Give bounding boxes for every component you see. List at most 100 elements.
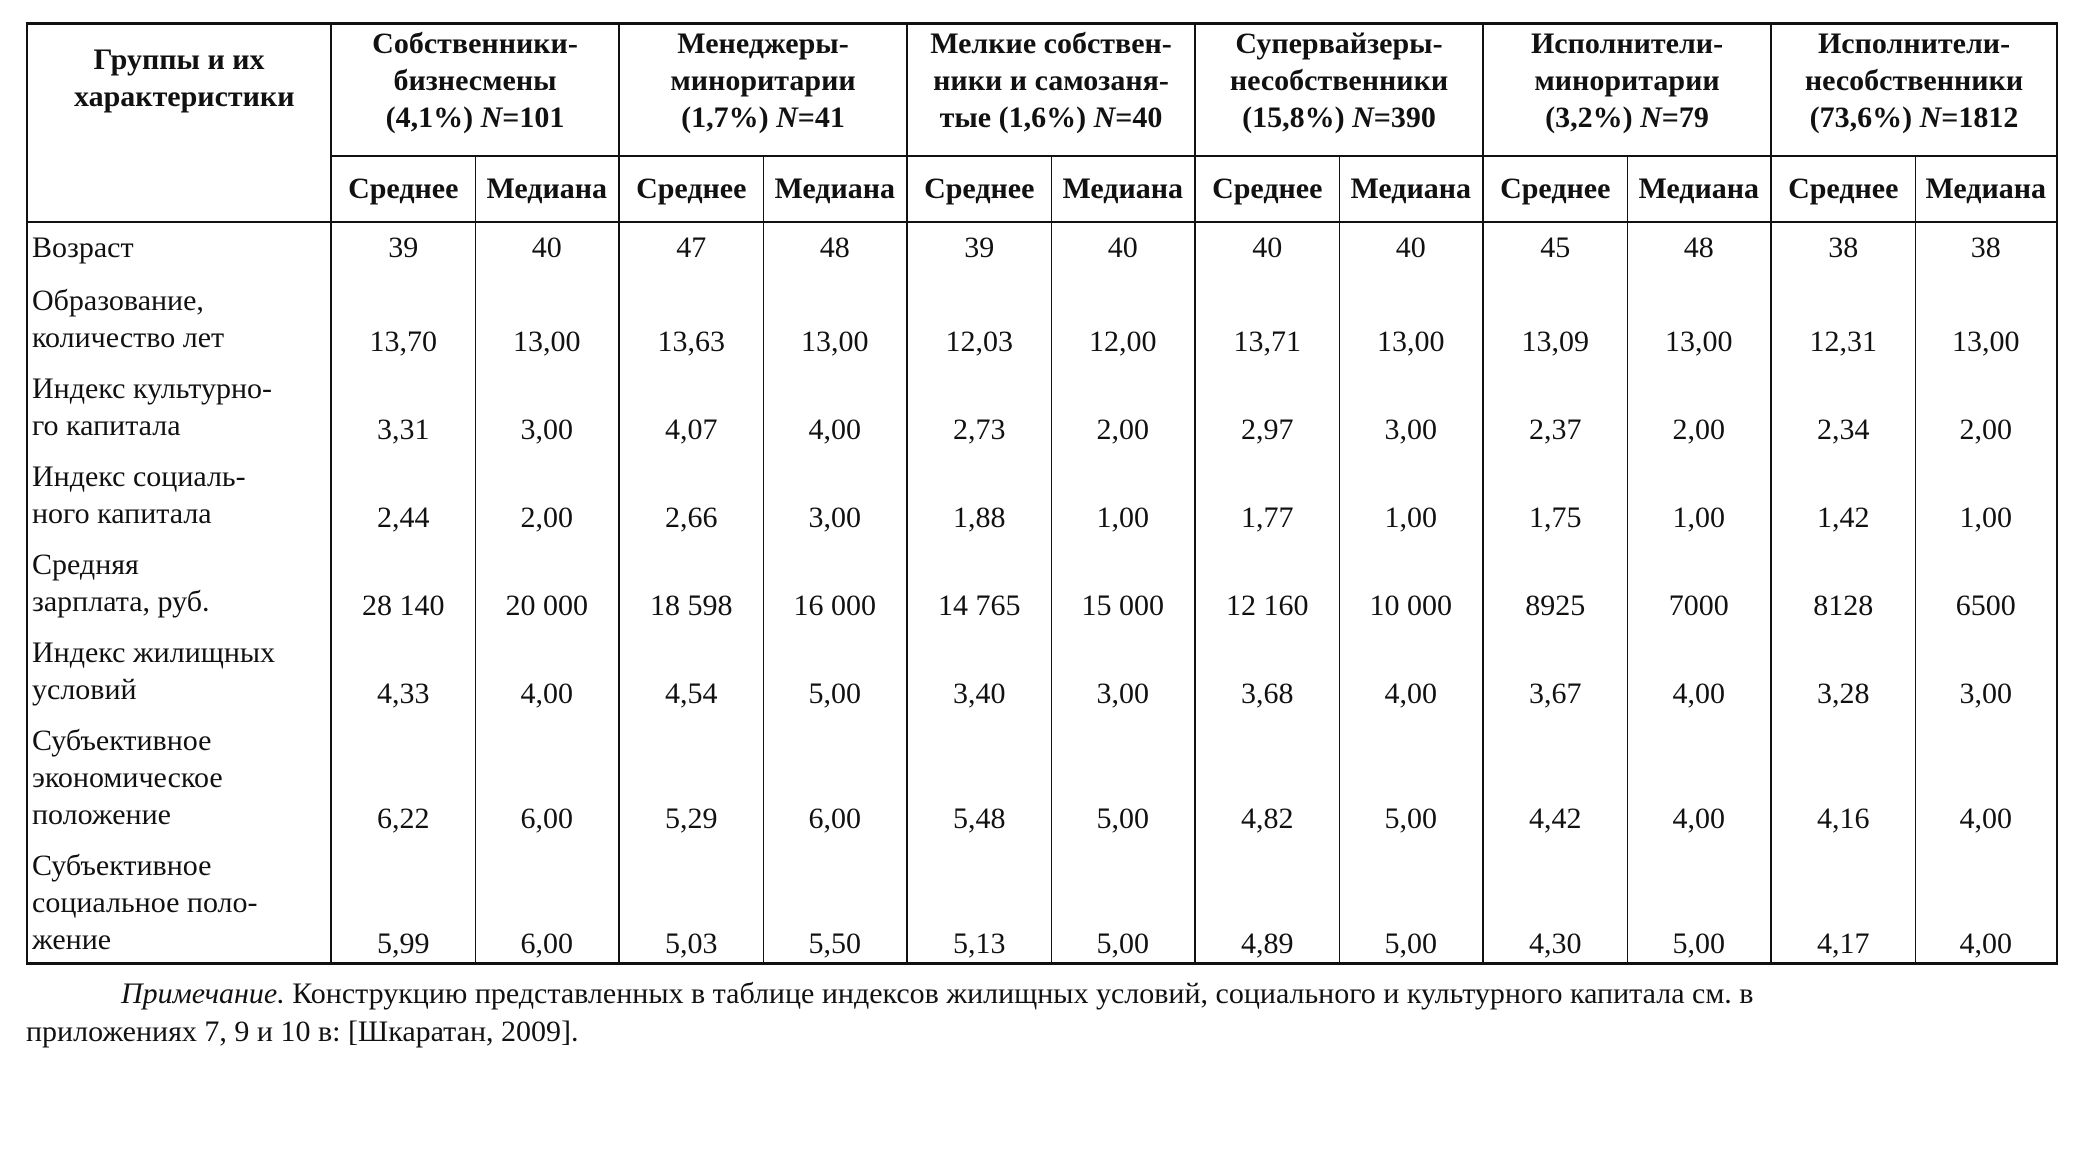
- median-cell: 3,00: [474, 360, 620, 448]
- row-label: Субъективное социальное поло- жение: [26, 837, 332, 964]
- median-cell: 2,00: [1050, 360, 1196, 448]
- corner-header-text: Группы и их характеристики: [74, 43, 295, 113]
- mean-cell: 1,42: [1770, 448, 1916, 536]
- mean-cell: 4,17: [1770, 837, 1916, 964]
- row-label: Субъективное экономическое положение: [26, 712, 332, 837]
- row-label: Индекс жилищных условий: [26, 624, 332, 712]
- median-cell: 4,00: [1626, 712, 1773, 837]
- mean-cell: 2,73: [906, 360, 1052, 448]
- table-row: Индекс культурно- го капитала 3,31 3,00 4,0…: [26, 360, 2059, 448]
- mean-cell: 2,34: [1770, 360, 1916, 448]
- mean-cell: 5,03: [618, 837, 764, 964]
- corner-header: Группы и их характеристики: [26, 23, 332, 223]
- median-cell: 3,00: [762, 448, 908, 536]
- median-cell: 1,00: [1338, 448, 1484, 536]
- table-row: Субъективное экономическое положение 6,22…: [26, 712, 2059, 837]
- mean-cell: 5,99: [330, 837, 476, 964]
- median-header: Медиана: [1626, 156, 1773, 223]
- mean-cell: 18 598: [618, 536, 764, 624]
- median-cell: 4,00: [1338, 624, 1484, 712]
- median-cell: 2,00: [1914, 360, 2059, 448]
- mean-cell: 2,66: [618, 448, 764, 536]
- median-cell: 3,00: [1050, 624, 1196, 712]
- mean-header: Среднее: [1194, 156, 1340, 223]
- mean-cell: 4,42: [1482, 712, 1628, 837]
- row-label: Индекс социаль- ного капитала: [26, 448, 332, 536]
- mean-cell: 3,28: [1770, 624, 1916, 712]
- median-cell: 1,00: [1626, 448, 1773, 536]
- sub-header-row: Среднее Медиана Среднее Медиана Среднее …: [27, 156, 2059, 223]
- mean-cell: 40: [1194, 222, 1340, 272]
- mean-cell: 4,82: [1194, 712, 1340, 837]
- table-row: Возраст 39 40 47 48 39 40 40 40 45 48 38 38: [26, 222, 2059, 272]
- median-cell: 3,00: [1338, 360, 1484, 448]
- mean-header: Среднее: [618, 156, 764, 223]
- table-row: Средняя зарплата, руб. 28 140 20 000 18 598…: [26, 536, 2059, 624]
- group-header: Мелкие собствен- ники и самозаня- тые (1…: [906, 23, 1196, 157]
- median-cell: 4,00: [762, 360, 908, 448]
- group-header-row: Группы и их характеристики Собственники-…: [26, 23, 2059, 223]
- median-cell: 4,00: [1914, 712, 2059, 837]
- mean-cell: 12,03: [906, 272, 1052, 360]
- median-cell: 4,00: [474, 624, 620, 712]
- row-label: Образование, количество лет: [26, 272, 332, 360]
- row-label: Средняя зарплата, руб.: [26, 536, 332, 624]
- median-cell: 5,00: [762, 624, 908, 712]
- table-row: Индекс социаль- ного капитала 2,44 2,00 2,6…: [26, 448, 2059, 536]
- mean-cell: 3,68: [1194, 624, 1340, 712]
- median-cell: 4,00: [1626, 624, 1773, 712]
- median-header: Медиана: [762, 156, 908, 223]
- table-row: Образование, количество лет 13,70 13,00 13,…: [26, 272, 2059, 360]
- mean-header: Среднее: [906, 156, 1052, 223]
- group-header: Исполнители- миноритарии (3,2%) N=79: [1481, 23, 1773, 157]
- median-cell: 5,00: [1338, 712, 1484, 837]
- median-cell: 12,00: [1050, 272, 1196, 360]
- median-cell: 13,00: [1338, 272, 1484, 360]
- mean-cell: 4,89: [1194, 837, 1340, 964]
- table-body: Возраст 39 40 47 48 39 40 40 40 45 48 38 38 Образован…: [26, 222, 2059, 964]
- mean-cell: 6,22: [330, 712, 476, 837]
- mean-cell: 3,31: [330, 360, 476, 448]
- median-header: Медиана: [1050, 156, 1196, 223]
- mean-header: Среднее: [1482, 156, 1628, 223]
- mean-cell: 12,31: [1770, 272, 1916, 360]
- group-header: Собственники- бизнесмены (4,1%) N=101: [330, 23, 620, 157]
- mean-cell: 4,16: [1770, 712, 1916, 837]
- table-row: Индекс жилищных условий 4,33 4,00 4,54 5,00 3…: [26, 624, 2059, 712]
- mean-cell: 8925: [1482, 536, 1628, 624]
- mean-cell: 28 140: [330, 536, 476, 624]
- mean-cell: 3,40: [906, 624, 1052, 712]
- mean-cell: 4,54: [618, 624, 764, 712]
- mean-cell: 45: [1482, 222, 1628, 272]
- mean-cell: 14 765: [906, 536, 1052, 624]
- note-text-line1: Конструкцию представленных в таблице инд…: [284, 977, 1754, 1010]
- median-cell: 5,50: [762, 837, 908, 964]
- median-cell: 2,00: [474, 448, 620, 536]
- median-cell: 2,00: [1626, 360, 1773, 448]
- median-cell: 4,00: [1914, 837, 2059, 964]
- group-header: Исполнители- несобственники (73,6%) N=18…: [1770, 23, 2059, 157]
- median-cell: 6,00: [762, 712, 908, 837]
- median-cell: 1,00: [1914, 448, 2059, 536]
- page: Группы и их характеристики Собственники-…: [26, 22, 2059, 1051]
- mean-cell: 4,33: [330, 624, 476, 712]
- median-cell: 13,00: [474, 272, 620, 360]
- mean-cell: 2,97: [1194, 360, 1340, 448]
- mean-cell: 1,75: [1482, 448, 1628, 536]
- mean-header: Среднее: [1770, 156, 1916, 223]
- mean-cell: 39: [330, 222, 476, 272]
- mean-cell: 2,44: [330, 448, 476, 536]
- mean-cell: 13,63: [618, 272, 764, 360]
- median-cell: 40: [474, 222, 620, 272]
- median-cell: 5,00: [1050, 837, 1196, 964]
- table-note-line2: приложениях 7, 9 и 10 в: [Шкаратан, 2009…: [26, 1013, 2056, 1051]
- mean-cell: 13,09: [1482, 272, 1628, 360]
- data-table: Группы и их характеристики Собственники-…: [26, 22, 2059, 965]
- group-header: Супервайзеры- несобственники (15,8%) N=3…: [1194, 23, 1484, 157]
- mean-cell: 4,30: [1482, 837, 1628, 964]
- row-label: Индекс культурно- го капитала: [26, 360, 332, 448]
- table-row: Субъективное социальное поло- жение 5,99 6…: [26, 837, 2059, 964]
- mean-cell: 1,88: [906, 448, 1052, 536]
- median-cell: 38: [1914, 222, 2059, 272]
- median-header: Медиана: [1914, 156, 2059, 223]
